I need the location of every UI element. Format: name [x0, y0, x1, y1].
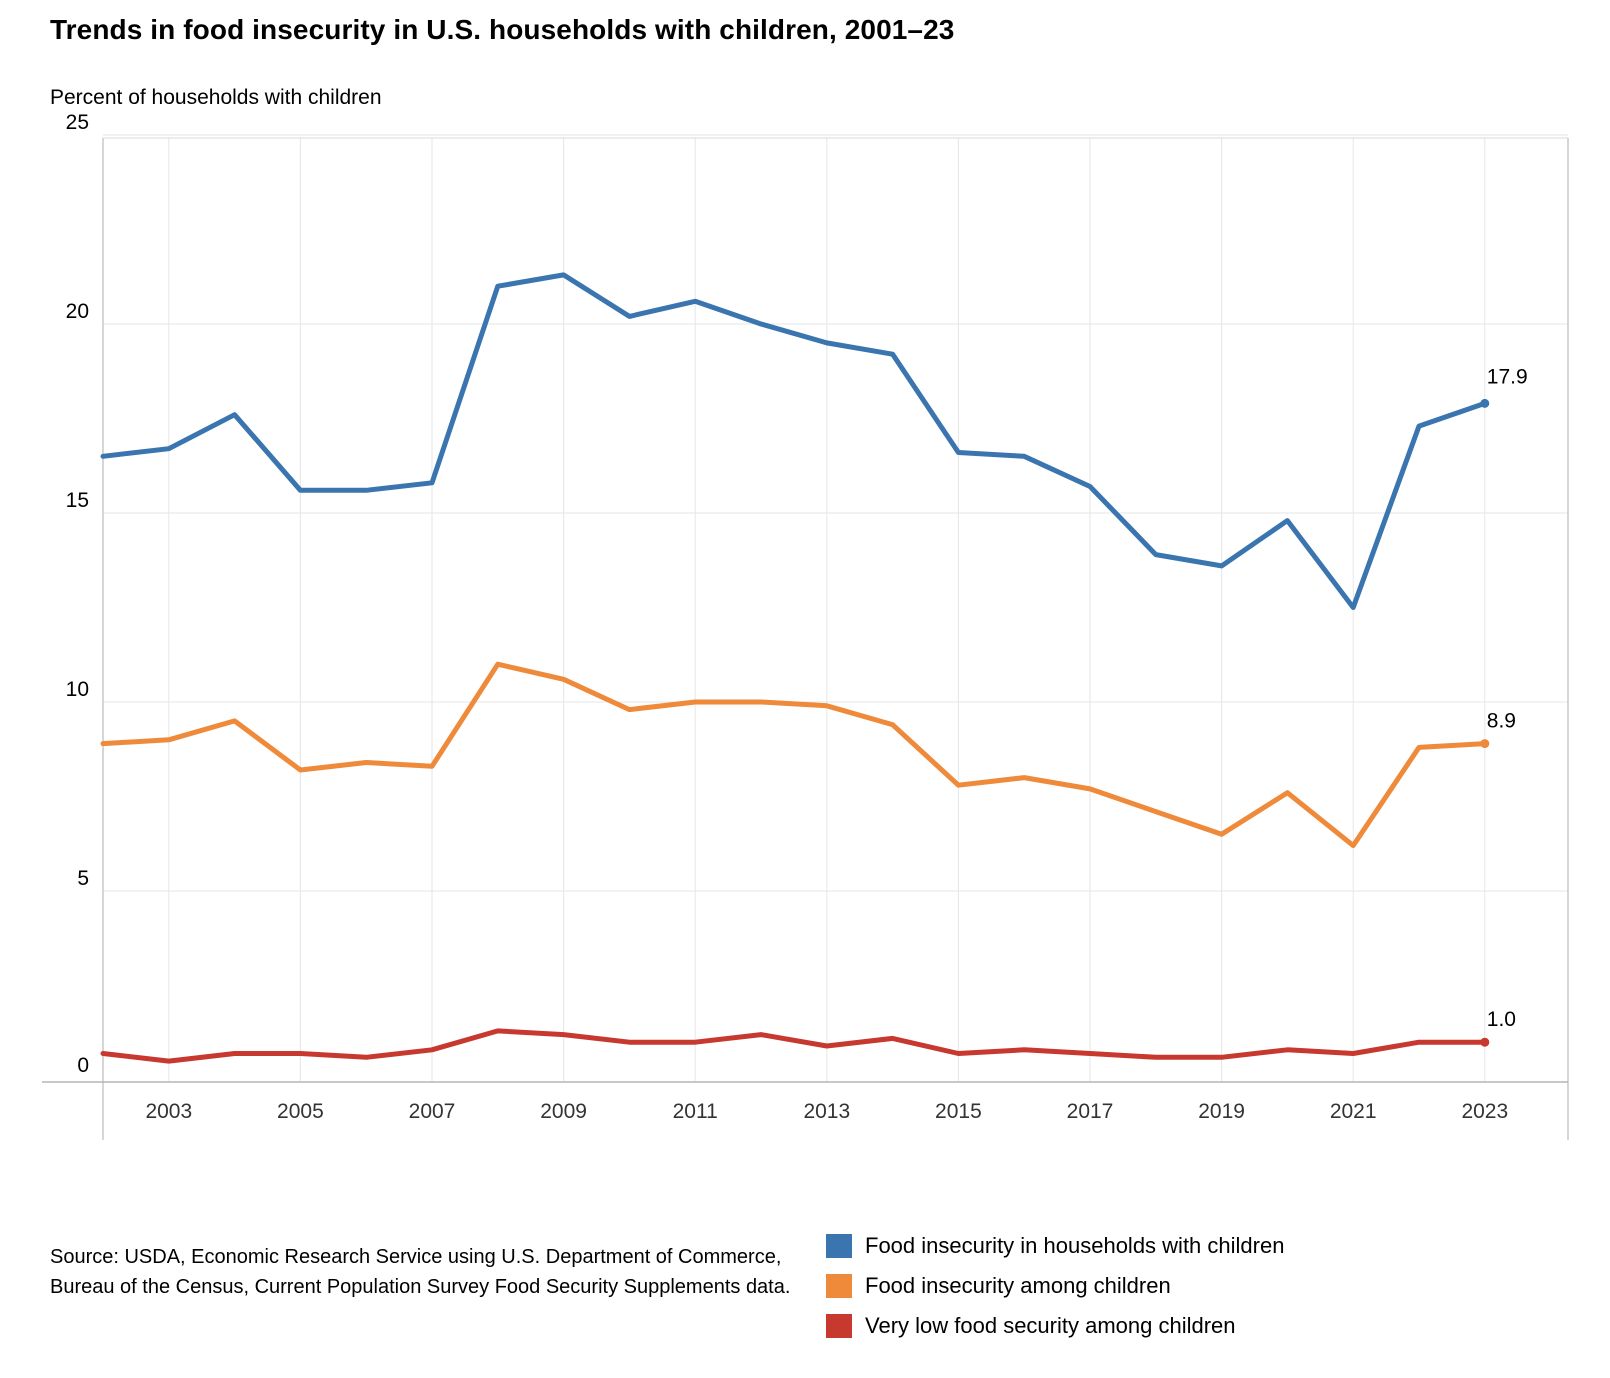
y-tick-label: 25 [66, 111, 89, 134]
x-tick-label: 2019 [1198, 1100, 1245, 1123]
x-tick-label: 2005 [277, 1100, 324, 1123]
x-tick-label: 2007 [409, 1100, 456, 1123]
x-tick-label: 2011 [673, 1100, 718, 1123]
axes [42, 137, 1569, 1140]
series-end-label: 8.9 [1487, 710, 1516, 733]
series-line [100, 1028, 1488, 1064]
legend-label-children: Food insecurity among children [865, 1273, 1171, 1298]
y-axis-label: Percent of households with children [50, 86, 382, 109]
legend-label-households: Food insecurity in households with child… [865, 1233, 1285, 1258]
series-line [100, 272, 1488, 610]
tick-labels: 0 5 10 15 20 25 2003 2005 2007 2009 2011 2013 2015 20… [66, 111, 1509, 1123]
x-tick-label: 2003 [145, 1100, 192, 1123]
series-lines [100, 272, 1490, 1064]
y-tick-label: 20 [66, 300, 89, 323]
y-tick-label: 0 [77, 1054, 89, 1077]
chart-title: Trends in food insecurity in U.S. househ… [50, 14, 955, 45]
legend-swatch-children [826, 1274, 852, 1298]
grid-lines [103, 134, 1568, 1082]
legend-label-very-low: Very low food security among children [865, 1313, 1236, 1338]
series-end-point [1480, 1037, 1490, 1047]
y-tick-label: 10 [66, 678, 89, 701]
x-tick-label: 2017 [1067, 1100, 1114, 1123]
y-tick-label: 15 [66, 489, 89, 512]
series-end-point [1480, 398, 1490, 408]
legend-item-children: Food insecurity among children [826, 1266, 1284, 1306]
legend-swatch-very-low [826, 1314, 852, 1338]
series-line [100, 661, 1488, 849]
legend: Food insecurity in households with child… [826, 1226, 1284, 1346]
y-tick-label: 5 [77, 867, 89, 890]
series-end-point [1480, 739, 1490, 749]
x-tick-label: 2023 [1461, 1100, 1508, 1123]
legend-swatch-households [826, 1234, 852, 1258]
legend-item-very-low: Very low food security among children [826, 1306, 1284, 1346]
x-tick-label: 2015 [935, 1100, 982, 1123]
series-end-label: 17.9 [1487, 365, 1528, 388]
end-labels: 17.9 8.9 1.0 [1487, 365, 1528, 1031]
x-tick-label: 2021 [1330, 1100, 1377, 1123]
series-end-label: 1.0 [1487, 1008, 1516, 1031]
legend-item-households: Food insecurity in households with child… [826, 1226, 1284, 1266]
x-tick-label: 2009 [540, 1100, 587, 1123]
x-tick-label: 2013 [803, 1100, 850, 1123]
source-note: Source: USDA, Economic Research Service … [50, 1246, 791, 1298]
